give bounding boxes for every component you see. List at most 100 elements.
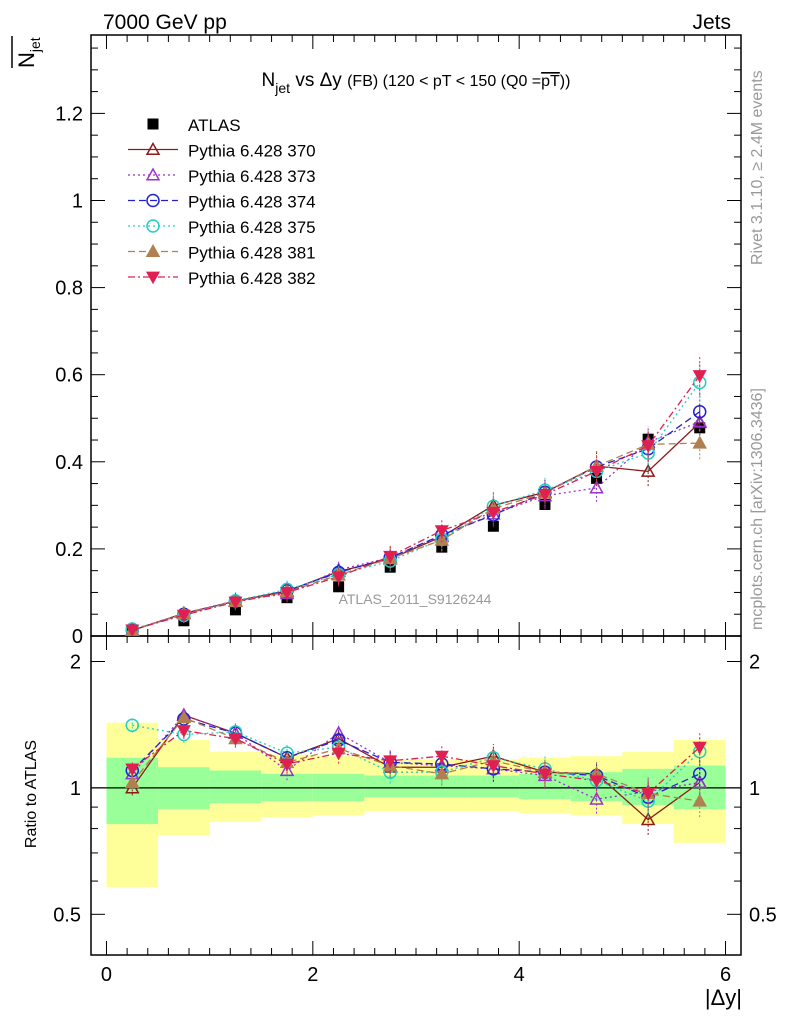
series-370-ratio-line xyxy=(131,714,701,821)
legend-382-label: Pythia 6.428 382 xyxy=(188,269,316,288)
series-370-point xyxy=(640,463,656,477)
series-370-ratio-point xyxy=(640,812,656,826)
series-373-point xyxy=(589,480,604,494)
rivet-label: Rivet 3.1.10, ≥ 2.4M events xyxy=(749,70,766,265)
series-382-ratio-point xyxy=(589,775,604,788)
series-382-ratio-point xyxy=(537,768,552,782)
legend-370-marker xyxy=(145,141,161,156)
y-tick-label: 0.6 xyxy=(55,365,83,387)
series-382-point xyxy=(641,440,656,453)
x-tick-label: 4 xyxy=(514,964,525,986)
series-382-line xyxy=(132,375,701,631)
series-374-point xyxy=(692,404,707,419)
green-band-bin xyxy=(209,770,262,804)
header-right: Jets xyxy=(692,11,731,34)
series-381-ratio-point xyxy=(434,766,450,780)
atlas-data-point xyxy=(333,581,345,593)
series-373-ratio-point xyxy=(589,791,604,805)
series-382-ratio-point xyxy=(176,725,191,738)
green-band-bin xyxy=(467,775,520,798)
series-382-ratio-point xyxy=(228,733,243,746)
series-381-ratio-point xyxy=(124,774,140,789)
series-382-ratio-line xyxy=(131,729,701,795)
series-382-point xyxy=(331,571,346,585)
title-overline: pT xyxy=(541,73,560,90)
series-382-ratio-point xyxy=(383,755,398,769)
green-band-bin xyxy=(364,775,416,798)
series-374-ratio-line xyxy=(131,718,700,798)
title-end: )) xyxy=(560,73,571,90)
series-382-point xyxy=(589,465,604,479)
mcplots-label: mcplots.cern.ch [arXiv:1306.3436] xyxy=(749,388,766,630)
series-373-ratio-point xyxy=(279,762,295,777)
legend-381-marker xyxy=(145,243,161,258)
series-382-ratio-point xyxy=(641,788,656,801)
y-tick-label: 1 xyxy=(72,190,83,212)
series-382-ratio-point xyxy=(125,763,140,777)
series-381-ratio-line xyxy=(131,716,700,802)
series-382-point xyxy=(537,489,552,502)
ratio-y-tick-label-right: 2 xyxy=(749,651,760,673)
y-tick-label: 1.2 xyxy=(55,103,83,125)
legend-373-label: Pythia 6.428 373 xyxy=(188,167,316,186)
legend-374-marker xyxy=(146,193,160,208)
x-tick-label: 0 xyxy=(101,964,112,986)
y-tick-label: 0.8 xyxy=(55,278,83,300)
legend-375-label: Pythia 6.428 375 xyxy=(188,218,316,237)
series-382-point xyxy=(486,506,501,520)
legend-382-marker xyxy=(145,271,161,285)
x-tick-label: 2 xyxy=(307,964,318,986)
y-tick-label: 0 xyxy=(72,626,83,648)
x-axis-label: |Δy| xyxy=(705,985,742,1010)
header-left: 7000 GeV pp xyxy=(103,11,227,34)
series-382-ratio-point xyxy=(331,747,346,761)
series-381-ratio-point xyxy=(176,710,192,724)
y-tick-label: 0.2 xyxy=(55,539,83,561)
ratio-y-tick-label: 0.5 xyxy=(53,904,81,926)
svg-text:Njet: Njet xyxy=(14,37,43,68)
series-382-point xyxy=(280,587,295,600)
y-tick-label: 0.4 xyxy=(55,452,83,474)
green-band-bin xyxy=(416,775,468,798)
legend-atlas-marker xyxy=(147,118,159,130)
series-382-ratio-point xyxy=(434,750,449,764)
title-n-sub: jet xyxy=(274,80,290,96)
ratio-panel-series xyxy=(124,707,708,835)
series-382-point xyxy=(692,370,707,383)
series-382-point xyxy=(383,550,398,564)
title-rest: vs Δy xyxy=(290,70,347,91)
y-label-n: N xyxy=(14,52,39,68)
title-n: N xyxy=(262,70,276,91)
series-374-ratio-point xyxy=(692,767,707,781)
series-373-ratio-line xyxy=(131,714,700,800)
ratio-y-tick-label-right: 1 xyxy=(749,778,760,800)
legend-381-label: Pythia 6.428 381 xyxy=(188,244,316,263)
series-382-point xyxy=(228,596,243,610)
series-375-ratio-point xyxy=(125,718,140,732)
legend-374-label: Pythia 6.428 374 xyxy=(188,193,316,212)
plot-title: Njet vs Δy (FB) (120 < pT < 150 (Q0 =pT)… xyxy=(262,70,571,96)
ratio-y-tick-label: 2 xyxy=(70,651,81,673)
analysis-watermark: ATLAS_2011_S9126244 xyxy=(339,591,492,607)
series-381-point xyxy=(434,532,450,546)
ratio-y-tick-label: 1 xyxy=(70,778,81,800)
series-381-ratio-point xyxy=(692,793,708,807)
ratio-y-tick-label-right: 0.5 xyxy=(749,904,777,926)
legend-atlas-label: ATLAS xyxy=(188,116,241,135)
main-panel-series xyxy=(124,356,708,636)
series-382-point xyxy=(176,609,191,623)
series-382-point xyxy=(125,624,140,636)
legend-373-marker xyxy=(145,167,161,181)
x-tick-label: 6 xyxy=(720,964,731,986)
series-382-ratio-point xyxy=(692,741,707,755)
title-small: (FB) xyxy=(347,73,378,90)
legend-370-label: Pythia 6.428 370 xyxy=(188,142,316,161)
legend-375-marker xyxy=(146,219,160,233)
title-rest2: (120 < pT < 150 (Q0 = xyxy=(378,73,541,90)
series-382-ratio-point xyxy=(486,760,501,773)
series-375-ratio-line xyxy=(132,724,701,802)
legend: ATLAS Pythia 6.428 370 Pythia 6.428 373 Pyt… xyxy=(128,116,316,288)
series-381-point xyxy=(692,435,708,449)
y-label-n-sub: jet xyxy=(27,37,43,53)
